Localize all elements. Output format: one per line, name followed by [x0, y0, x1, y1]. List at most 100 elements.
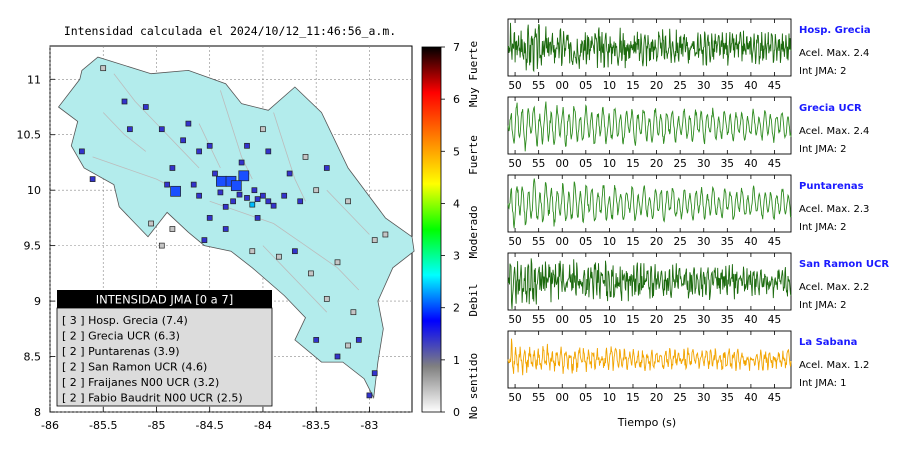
trace-tick-label: 20 — [650, 314, 663, 326]
trace-tick-label: 10 — [603, 80, 616, 92]
trace-tick-label: 30 — [697, 392, 710, 404]
legend-item: [ 2 ] San Ramon UCR (4.6) — [62, 361, 207, 374]
station-marker — [206, 215, 213, 221]
intensity-legend: INTENSIDAD JMA [0 a 7] [ 3 ] Hosp. Greci… — [56, 290, 273, 407]
trace-tick-label: 10 — [603, 158, 616, 170]
map-river — [113, 73, 200, 169]
station-marker — [206, 142, 213, 149]
trace-tick-label: 30 — [697, 158, 710, 170]
station-intensity: Int JMA: 2 — [799, 222, 847, 233]
trace-frame — [507, 174, 792, 233]
station-marker — [217, 189, 224, 196]
station-name: San Ramon UCR — [799, 259, 889, 270]
trace-tick-label: 45 — [768, 158, 781, 170]
station-marker — [230, 180, 242, 192]
figure-title: Intensidad calculada el 2024/10/12_11:46… — [64, 24, 396, 38]
trace-waveform — [507, 258, 792, 310]
station-marker — [158, 242, 165, 249]
station-marker — [276, 253, 282, 260]
trace-tick-label: 30 — [697, 80, 710, 92]
map-river — [102, 112, 147, 152]
station-marker — [260, 126, 266, 133]
station-marker — [297, 198, 304, 205]
station-intensity: Int JMA: 2 — [799, 66, 847, 77]
map-river — [220, 90, 253, 180]
station-marker — [260, 192, 266, 199]
trace-tick-label: 25 — [673, 314, 686, 326]
station-marker — [313, 337, 320, 343]
station-intensity: Int JMA: 1 — [799, 378, 847, 389]
trace-tick-label: 35 — [721, 158, 734, 170]
trace-tick-label: 10 — [603, 392, 616, 404]
map-rivers — [92, 73, 370, 313]
station-marker — [180, 137, 186, 144]
map-tick-label-y: 8 — [34, 406, 41, 419]
station-marker — [382, 231, 389, 238]
trace-tick-label: 25 — [673, 158, 686, 170]
station-marker — [142, 104, 149, 110]
map-river — [262, 245, 328, 313]
station-marker — [323, 165, 330, 171]
legend-header — [57, 290, 272, 308]
station-marker — [244, 195, 250, 201]
map-tick-label-x: -85 — [147, 419, 165, 432]
station-marker — [196, 192, 202, 199]
station-accel: Acel. Max. 2.4 — [799, 126, 869, 137]
station-marker — [254, 215, 261, 221]
station-marker — [371, 370, 378, 377]
station-marker — [355, 337, 362, 343]
map-river — [209, 200, 360, 291]
trace-tick-label: 25 — [673, 236, 686, 248]
station-marker — [127, 126, 133, 133]
trace-tick-label: 25 — [673, 392, 686, 404]
station-marker — [212, 170, 218, 177]
trace-tick-label: 55 — [532, 158, 545, 170]
station-marker — [265, 148, 272, 155]
station-marker — [366, 392, 373, 399]
station-marker — [281, 192, 288, 199]
colorbar-category: No sentido — [467, 353, 480, 419]
station-name: Puntarenas — [799, 181, 864, 192]
map-tick-label-x: -84 — [254, 419, 272, 432]
station-marker — [265, 198, 272, 205]
trace-tick-label: 40 — [744, 314, 757, 326]
station-marker — [345, 198, 351, 205]
map-tick-label-y: 11 — [27, 73, 41, 86]
station-marker — [308, 270, 314, 277]
station-marker — [350, 309, 357, 316]
map-tick-label-y: 10 — [27, 184, 41, 197]
station-marker — [222, 226, 229, 232]
legend-item: [ 2 ] Puntarenas (3.9) — [62, 345, 180, 358]
colorbar-tick-label: 0 — [453, 406, 460, 419]
trace-tick-label: 25 — [673, 80, 686, 92]
station-marker — [323, 296, 330, 302]
trace-tick-label: 40 — [744, 158, 757, 170]
map-panel: -86 -85.5 -85 -84.5 -84 -83.5 -83 8 8.5 9 9.5 10 10.… — [17, 45, 415, 432]
station-marker — [334, 259, 341, 266]
trace-tick-label: 15 — [626, 314, 639, 326]
station-markers — [79, 65, 389, 399]
station-accel: Acel. Max. 2.3 — [799, 204, 869, 215]
map-tick-label-y: 9 — [34, 295, 41, 308]
station-marker — [251, 187, 258, 194]
legend-item: [ 2 ] Grecia UCR (6.3) — [62, 330, 180, 343]
colorbar-gradient — [421, 46, 442, 413]
legend-item: [ 2 ] Fabio Baudrit N00 UCR (2.5) — [62, 392, 243, 405]
trace-tick-label: 45 — [768, 80, 781, 92]
station-marker — [371, 237, 378, 243]
station-marker — [185, 120, 192, 127]
station-marker — [201, 237, 208, 243]
trace-tick-label: 45 — [768, 314, 781, 326]
station-marker — [196, 148, 202, 155]
trace-tick-label: 00 — [556, 80, 569, 92]
station-marker — [169, 165, 176, 171]
trace-tick-label: 15 — [626, 158, 639, 170]
station-marker — [121, 98, 128, 105]
legend-item: [ 3 ] Hosp. Grecia (7.4) — [62, 314, 188, 327]
colorbar-tick-label: 5 — [453, 145, 460, 158]
seismogram-panels: 50 55 00 05 10 15 20 25 30 35 40 45 Hosp. Grecia Acel… — [507, 18, 889, 404]
trace-tick-label: 50 — [508, 236, 521, 248]
trace-tick-label: 00 — [556, 392, 569, 404]
trace-tick-label: 00 — [556, 314, 569, 326]
